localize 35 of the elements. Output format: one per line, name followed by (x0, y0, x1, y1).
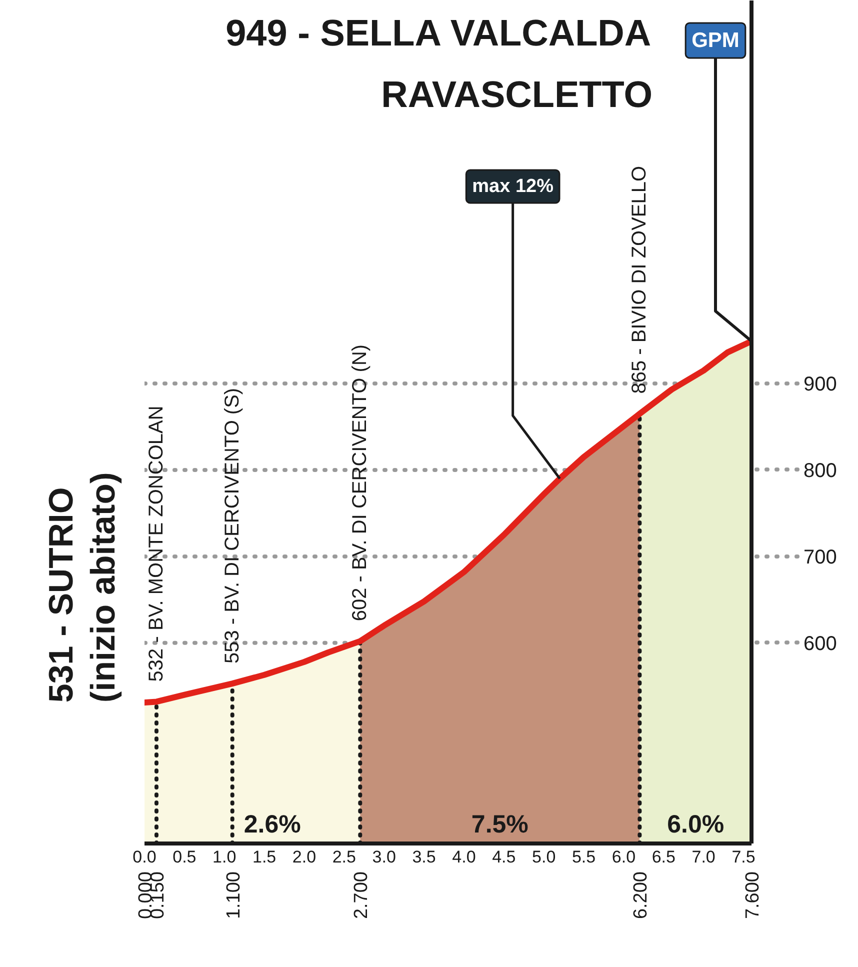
x-tick-label: 6.0 (612, 848, 636, 866)
x2-tick-label: 6.200 (630, 872, 652, 920)
x2-tick-label: 2.700 (351, 872, 372, 920)
x2-tick-label: 7.600 (742, 872, 764, 920)
y-tick-label: 700 (804, 546, 837, 568)
annotation: 531 - SUTRIO (inizio abitato) (42, 472, 122, 703)
x-tick-label: 4.5 (492, 848, 516, 866)
series-label: 6.0% (667, 810, 724, 838)
annotation: max 12% (472, 176, 554, 197)
annotation: GPM (692, 29, 740, 52)
x-tick-label: 1.0 (212, 848, 236, 866)
x-tick-label: 3.0 (372, 848, 396, 866)
x-tick-label: 5.0 (532, 848, 556, 866)
x-tick-label: 5.5 (572, 848, 596, 866)
annotation: 553 - BV. DI CERCIVENTO (S) (221, 388, 244, 664)
x-tick-label: 6.5 (652, 848, 676, 866)
y-tick-label: 800 (804, 460, 837, 482)
text: 949 - SELLA VALCALDA RAVASCLETTO (226, 12, 653, 115)
annotation: 602 - BV. DI CERCIVENTO (N) (349, 344, 372, 622)
x-tick-label: 3.5 (412, 848, 436, 866)
x-tick-label: 7.0 (692, 848, 716, 866)
x-tick-label: 0.0 (132, 848, 156, 866)
y-tick-label: 600 (804, 632, 837, 655)
x2-tick-label: 1.100 (223, 872, 244, 920)
x-tick-label: 7.5 (732, 848, 756, 866)
x-tick-label: 4.0 (452, 848, 476, 866)
annotation: 865 - BIVIO DI ZOVELLO (628, 166, 651, 394)
series-label: 2.6% (244, 810, 301, 838)
x-tick-label: 2.0 (292, 848, 316, 866)
y-tick-label: 900 (804, 374, 837, 396)
annotation: 532 - BV. MONTE ZONCOLAN (145, 406, 168, 682)
x-tick-label: 2.5 (332, 848, 356, 866)
x-tick-label: 0.5 (172, 848, 196, 866)
x-tick-label: 1.5 (252, 848, 276, 866)
series-label: 7.5% (471, 810, 528, 838)
